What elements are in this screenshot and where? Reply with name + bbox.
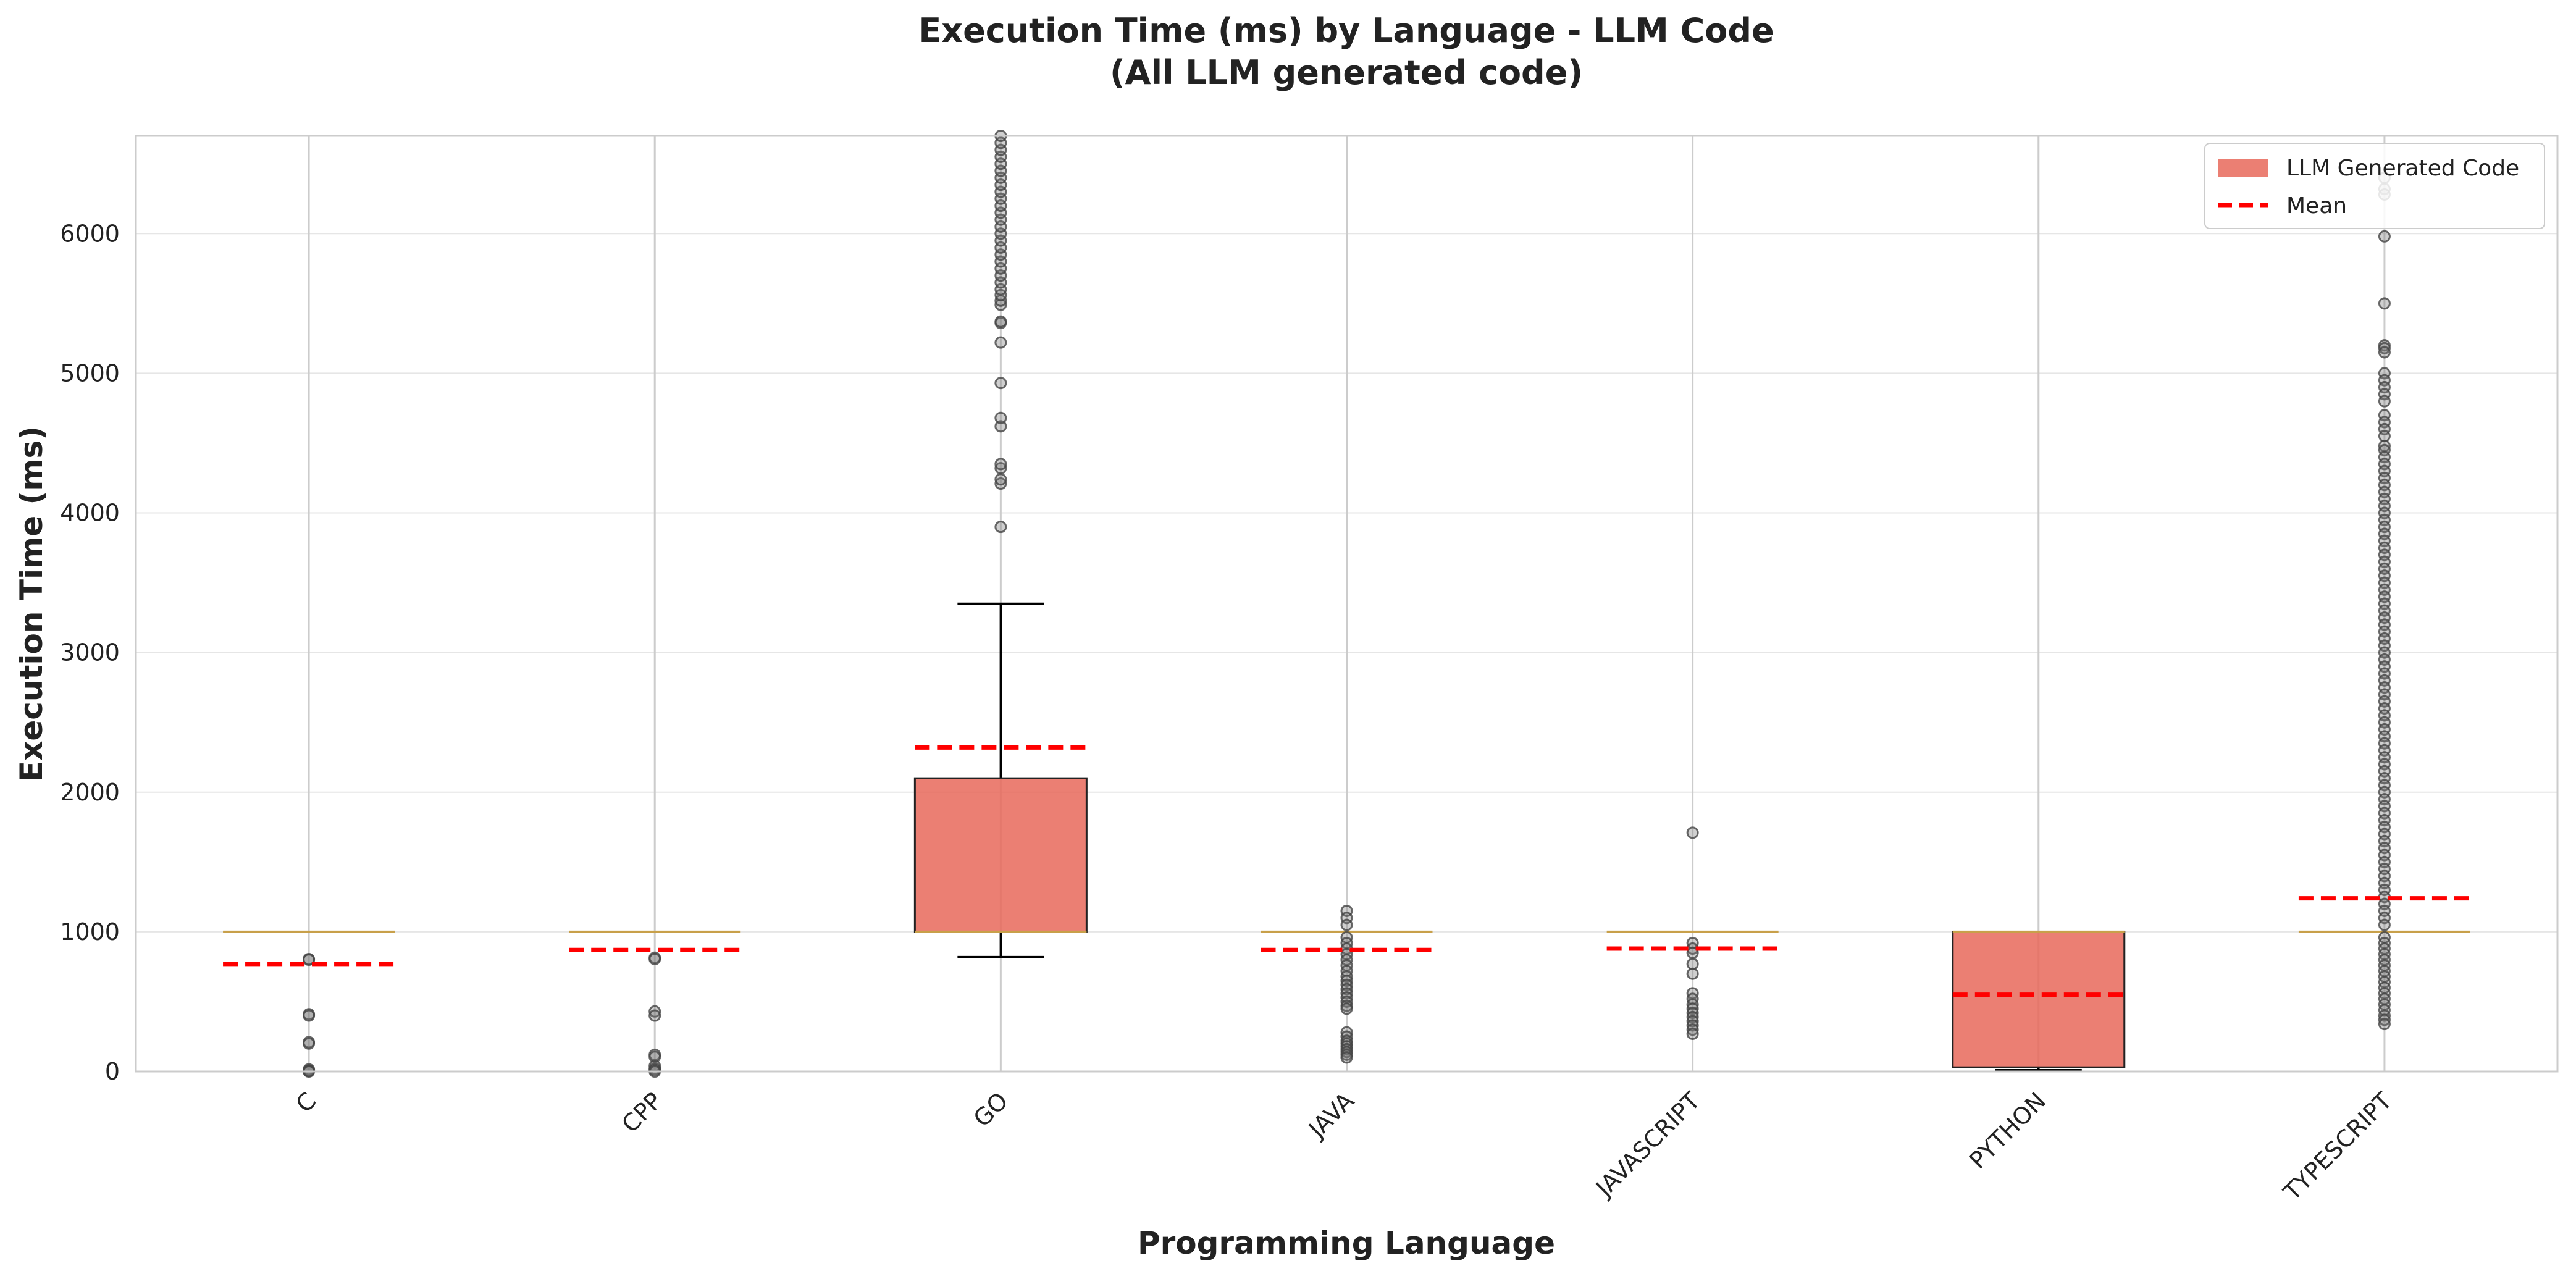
outlier-point	[2378, 230, 2391, 243]
outlier-point	[1340, 975, 1353, 988]
x-axis-label: Programming Language	[1138, 1225, 1555, 1261]
y-tick-label: 2000	[60, 779, 120, 806]
outlier-point	[303, 954, 316, 967]
legend-frame	[2204, 143, 2545, 229]
grid-lines	[136, 136, 2557, 1072]
outlier-point	[994, 462, 1007, 475]
outlier-point	[1686, 1019, 1699, 1032]
outlier-point	[1340, 970, 1353, 983]
box-group	[1952, 930, 2126, 1071]
outlier-point	[2378, 1013, 2391, 1026]
outlier-point	[648, 1050, 661, 1063]
box-group	[913, 130, 1088, 958]
boxes	[223, 130, 2470, 1078]
outlier-point	[2378, 346, 2391, 359]
outlier-point	[1340, 1051, 1353, 1064]
chart-title: Execution Time (ms) by Language - LLM Co…	[918, 11, 1774, 50]
y-axis-ticks: 0 1000 2000 3000 4000 5000 6000	[60, 220, 120, 1085]
outlier-point	[1340, 918, 1353, 931]
legend-label-llm: LLM Generated Code	[2286, 156, 2519, 181]
outlier-point	[303, 1009, 316, 1022]
legend: LLM Generated Code Mean	[2204, 143, 2545, 229]
outlier-point	[1686, 1027, 1699, 1040]
outlier-point	[994, 477, 1007, 490]
y-tick-label: 3000	[60, 639, 120, 666]
outlier-point	[2378, 1009, 2391, 1022]
outlier-point	[1686, 967, 1699, 980]
outlier-point	[2378, 1018, 2391, 1031]
plot-frame	[135, 135, 2559, 1073]
y-tick-label: 0	[105, 1058, 120, 1085]
y-tick-label: 4000	[60, 500, 120, 527]
outlier-point	[994, 473, 1007, 486]
y-tick-label: 5000	[60, 359, 120, 387]
outlier-point	[2378, 918, 2391, 931]
outlier-point	[1340, 978, 1353, 991]
outlier-point	[1686, 998, 1699, 1011]
outlier-point	[994, 458, 1007, 471]
outlier-point	[2378, 395, 2391, 408]
legend-label-mean: Mean	[2286, 193, 2347, 219]
box-group	[1606, 826, 1779, 1040]
outlier-point	[1686, 1002, 1699, 1015]
box-iqr	[913, 777, 1088, 933]
outlier-point	[1686, 1023, 1699, 1036]
box-group	[569, 930, 741, 1078]
outlier-point	[1340, 987, 1353, 1000]
outlier-point	[2378, 297, 2391, 310]
outlier-point	[648, 952, 661, 965]
outlier-point	[994, 420, 1007, 433]
outlier-point	[648, 1009, 661, 1022]
outlier-point	[1686, 1010, 1699, 1023]
legend-swatch-llm	[2218, 159, 2268, 177]
outlier-point	[2378, 342, 2391, 354]
chart-subtitle: (All LLM generated code)	[1110, 53, 1583, 92]
outlier-point	[994, 315, 1007, 328]
outlier-point	[648, 1005, 661, 1018]
outlier-point	[303, 1037, 316, 1050]
outlier-point	[994, 411, 1007, 424]
y-tick-label: 1000	[60, 918, 120, 946]
y-axis-label: Execution Time (ms)	[14, 426, 49, 782]
outlier-point	[1686, 826, 1699, 839]
outlier-point	[1686, 1015, 1699, 1028]
outlier-point	[1340, 1002, 1353, 1015]
outlier-point	[1340, 983, 1353, 996]
outlier-point	[994, 336, 1007, 349]
outlier-point	[994, 521, 1007, 534]
y-tick-label: 6000	[60, 220, 120, 247]
outlier-point	[1686, 1007, 1699, 1020]
outlier-point	[994, 377, 1007, 390]
box-iqr	[1952, 931, 2126, 1068]
box-group	[1261, 904, 1433, 1064]
